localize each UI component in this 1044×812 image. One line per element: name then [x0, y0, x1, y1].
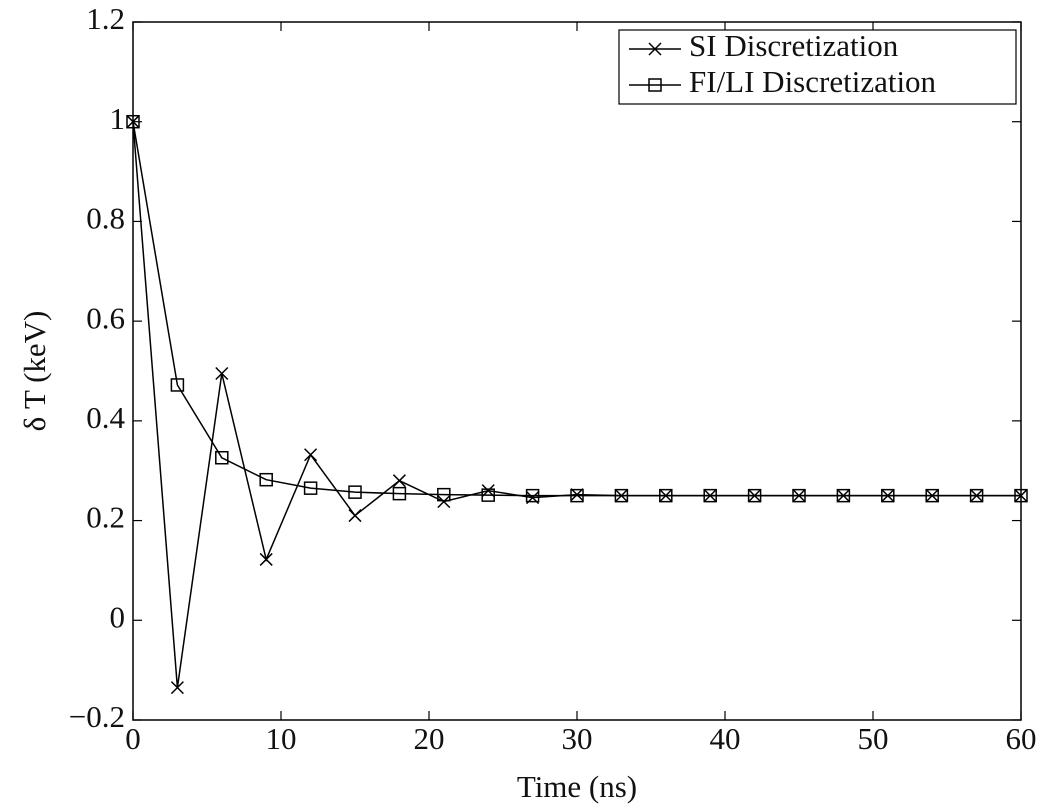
- x-tick-label: 20: [414, 721, 445, 756]
- data-point: [215, 366, 229, 381]
- legend-marker: [648, 42, 662, 56]
- data-point: [304, 448, 318, 462]
- data-point: [881, 488, 895, 503]
- legend-box: [618, 29, 1017, 105]
- y-tick-label: 0: [110, 599, 126, 634]
- data-point: [126, 115, 140, 129]
- data-point: [348, 485, 362, 499]
- data-point: [126, 114, 140, 129]
- y-tick-label: −0.2: [69, 699, 125, 734]
- y-tick-label: 1: [110, 101, 126, 136]
- data-point: [303, 481, 318, 495]
- legend-label: FI/LI Discretization: [689, 64, 937, 99]
- data-point: [836, 488, 851, 503]
- data-point: [659, 488, 673, 503]
- series-line: [132, 121, 1021, 497]
- x-tick-label: 10: [266, 721, 297, 756]
- y-tick-label: 1.2: [86, 1, 125, 36]
- data-point: [925, 488, 939, 503]
- data-point: [437, 495, 451, 509]
- data-point: [392, 486, 407, 501]
- data-point: [969, 488, 984, 503]
- data-point: [614, 488, 629, 503]
- data-point: [703, 488, 717, 503]
- data-point: [215, 451, 229, 465]
- data-point: [792, 488, 806, 503]
- data-point: [1014, 488, 1028, 503]
- x-tick-label: 30: [562, 721, 593, 756]
- data-point: [570, 488, 584, 502]
- data-point: [348, 509, 362, 523]
- plot-frame: [132, 21, 1022, 721]
- x-tick-label: 0: [125, 721, 141, 756]
- series-line: [132, 121, 1021, 688]
- y-tick-label: 0.6: [86, 300, 125, 335]
- data-point: [259, 552, 273, 566]
- legend-marker: [648, 78, 662, 92]
- data-point: [481, 488, 495, 502]
- x-tick-label: 60: [1006, 721, 1037, 756]
- x-axis-label: Time (ns): [517, 769, 637, 804]
- y-tick-label: 0.8: [86, 201, 125, 236]
- x-tick-label: 50: [858, 721, 889, 756]
- y-axis-label: δ T (keV): [17, 311, 52, 432]
- data-point: [570, 488, 584, 503]
- x-tick-label: 40: [710, 721, 741, 756]
- data-point: [259, 472, 273, 487]
- y-tick-label: 0.2: [86, 500, 125, 535]
- y-tick-label: 0.4: [86, 400, 125, 435]
- data-point: [437, 487, 451, 502]
- data-point: [525, 488, 540, 503]
- legend-label: SI Discretization: [689, 28, 899, 63]
- data-point: [170, 378, 185, 392]
- data-point: [747, 488, 762, 503]
- data-point: [170, 681, 184, 695]
- data-point: [392, 474, 406, 488]
